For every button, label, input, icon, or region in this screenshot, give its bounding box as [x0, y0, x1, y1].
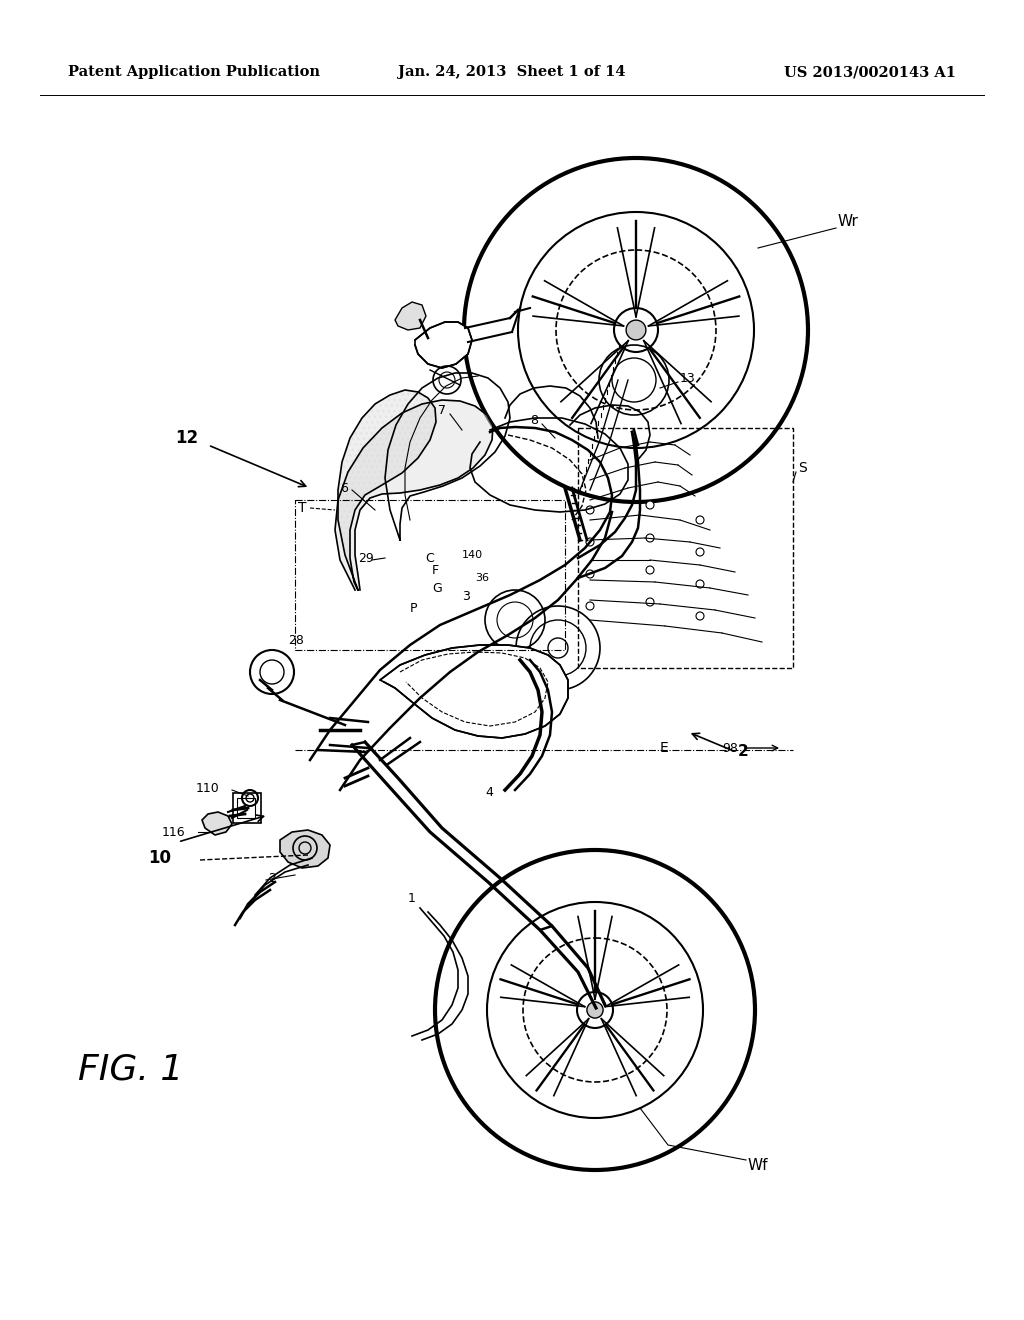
Text: 1: 1	[408, 891, 416, 904]
Polygon shape	[415, 322, 472, 368]
Text: 29: 29	[358, 552, 374, 565]
Circle shape	[586, 539, 594, 546]
Text: F: F	[432, 564, 439, 577]
Circle shape	[587, 1002, 603, 1018]
Text: US 2013/0020143 A1: US 2013/0020143 A1	[784, 65, 956, 79]
Polygon shape	[338, 389, 436, 590]
Text: Jan. 24, 2013  Sheet 1 of 14: Jan. 24, 2013 Sheet 1 of 14	[398, 65, 626, 79]
Polygon shape	[395, 302, 426, 330]
Text: T: T	[298, 502, 306, 515]
Bar	[578, 428, 793, 668]
Circle shape	[696, 612, 705, 620]
Text: 28: 28	[288, 634, 304, 647]
Polygon shape	[335, 400, 493, 590]
Text: G: G	[432, 582, 441, 594]
Polygon shape	[380, 645, 568, 738]
Text: 2: 2	[738, 744, 749, 759]
Bar	[237, 799, 255, 818]
Circle shape	[646, 598, 654, 606]
Text: P: P	[410, 602, 418, 615]
Text: C: C	[425, 552, 434, 565]
Circle shape	[696, 516, 705, 524]
Text: 116: 116	[162, 825, 185, 838]
Polygon shape	[280, 830, 330, 869]
Text: 13: 13	[680, 371, 695, 384]
Circle shape	[586, 570, 594, 578]
Text: FIG. 1: FIG. 1	[78, 1053, 183, 1086]
Circle shape	[696, 579, 705, 587]
Text: 98: 98	[722, 742, 738, 755]
Text: Patent Application Publication: Patent Application Publication	[68, 65, 319, 79]
Polygon shape	[202, 812, 232, 836]
Circle shape	[696, 548, 705, 556]
Text: Wr: Wr	[838, 214, 859, 230]
Text: 3: 3	[462, 590, 470, 602]
Circle shape	[646, 566, 654, 574]
Circle shape	[626, 321, 646, 341]
Circle shape	[586, 506, 594, 513]
Text: 6: 6	[340, 482, 348, 495]
Text: 140: 140	[462, 550, 483, 560]
Text: 4: 4	[485, 785, 493, 799]
Text: 2: 2	[268, 871, 275, 884]
Circle shape	[646, 502, 654, 510]
Text: S: S	[798, 461, 807, 475]
Text: 10: 10	[148, 849, 171, 867]
Text: E: E	[660, 741, 669, 755]
Bar	[233, 793, 261, 822]
Circle shape	[586, 602, 594, 610]
Text: 12: 12	[175, 429, 198, 447]
Text: Wf: Wf	[748, 1158, 768, 1172]
Text: 7: 7	[438, 404, 446, 417]
Circle shape	[646, 535, 654, 543]
Text: 8: 8	[530, 413, 538, 426]
Text: 36: 36	[475, 573, 489, 583]
Text: 110: 110	[196, 781, 220, 795]
